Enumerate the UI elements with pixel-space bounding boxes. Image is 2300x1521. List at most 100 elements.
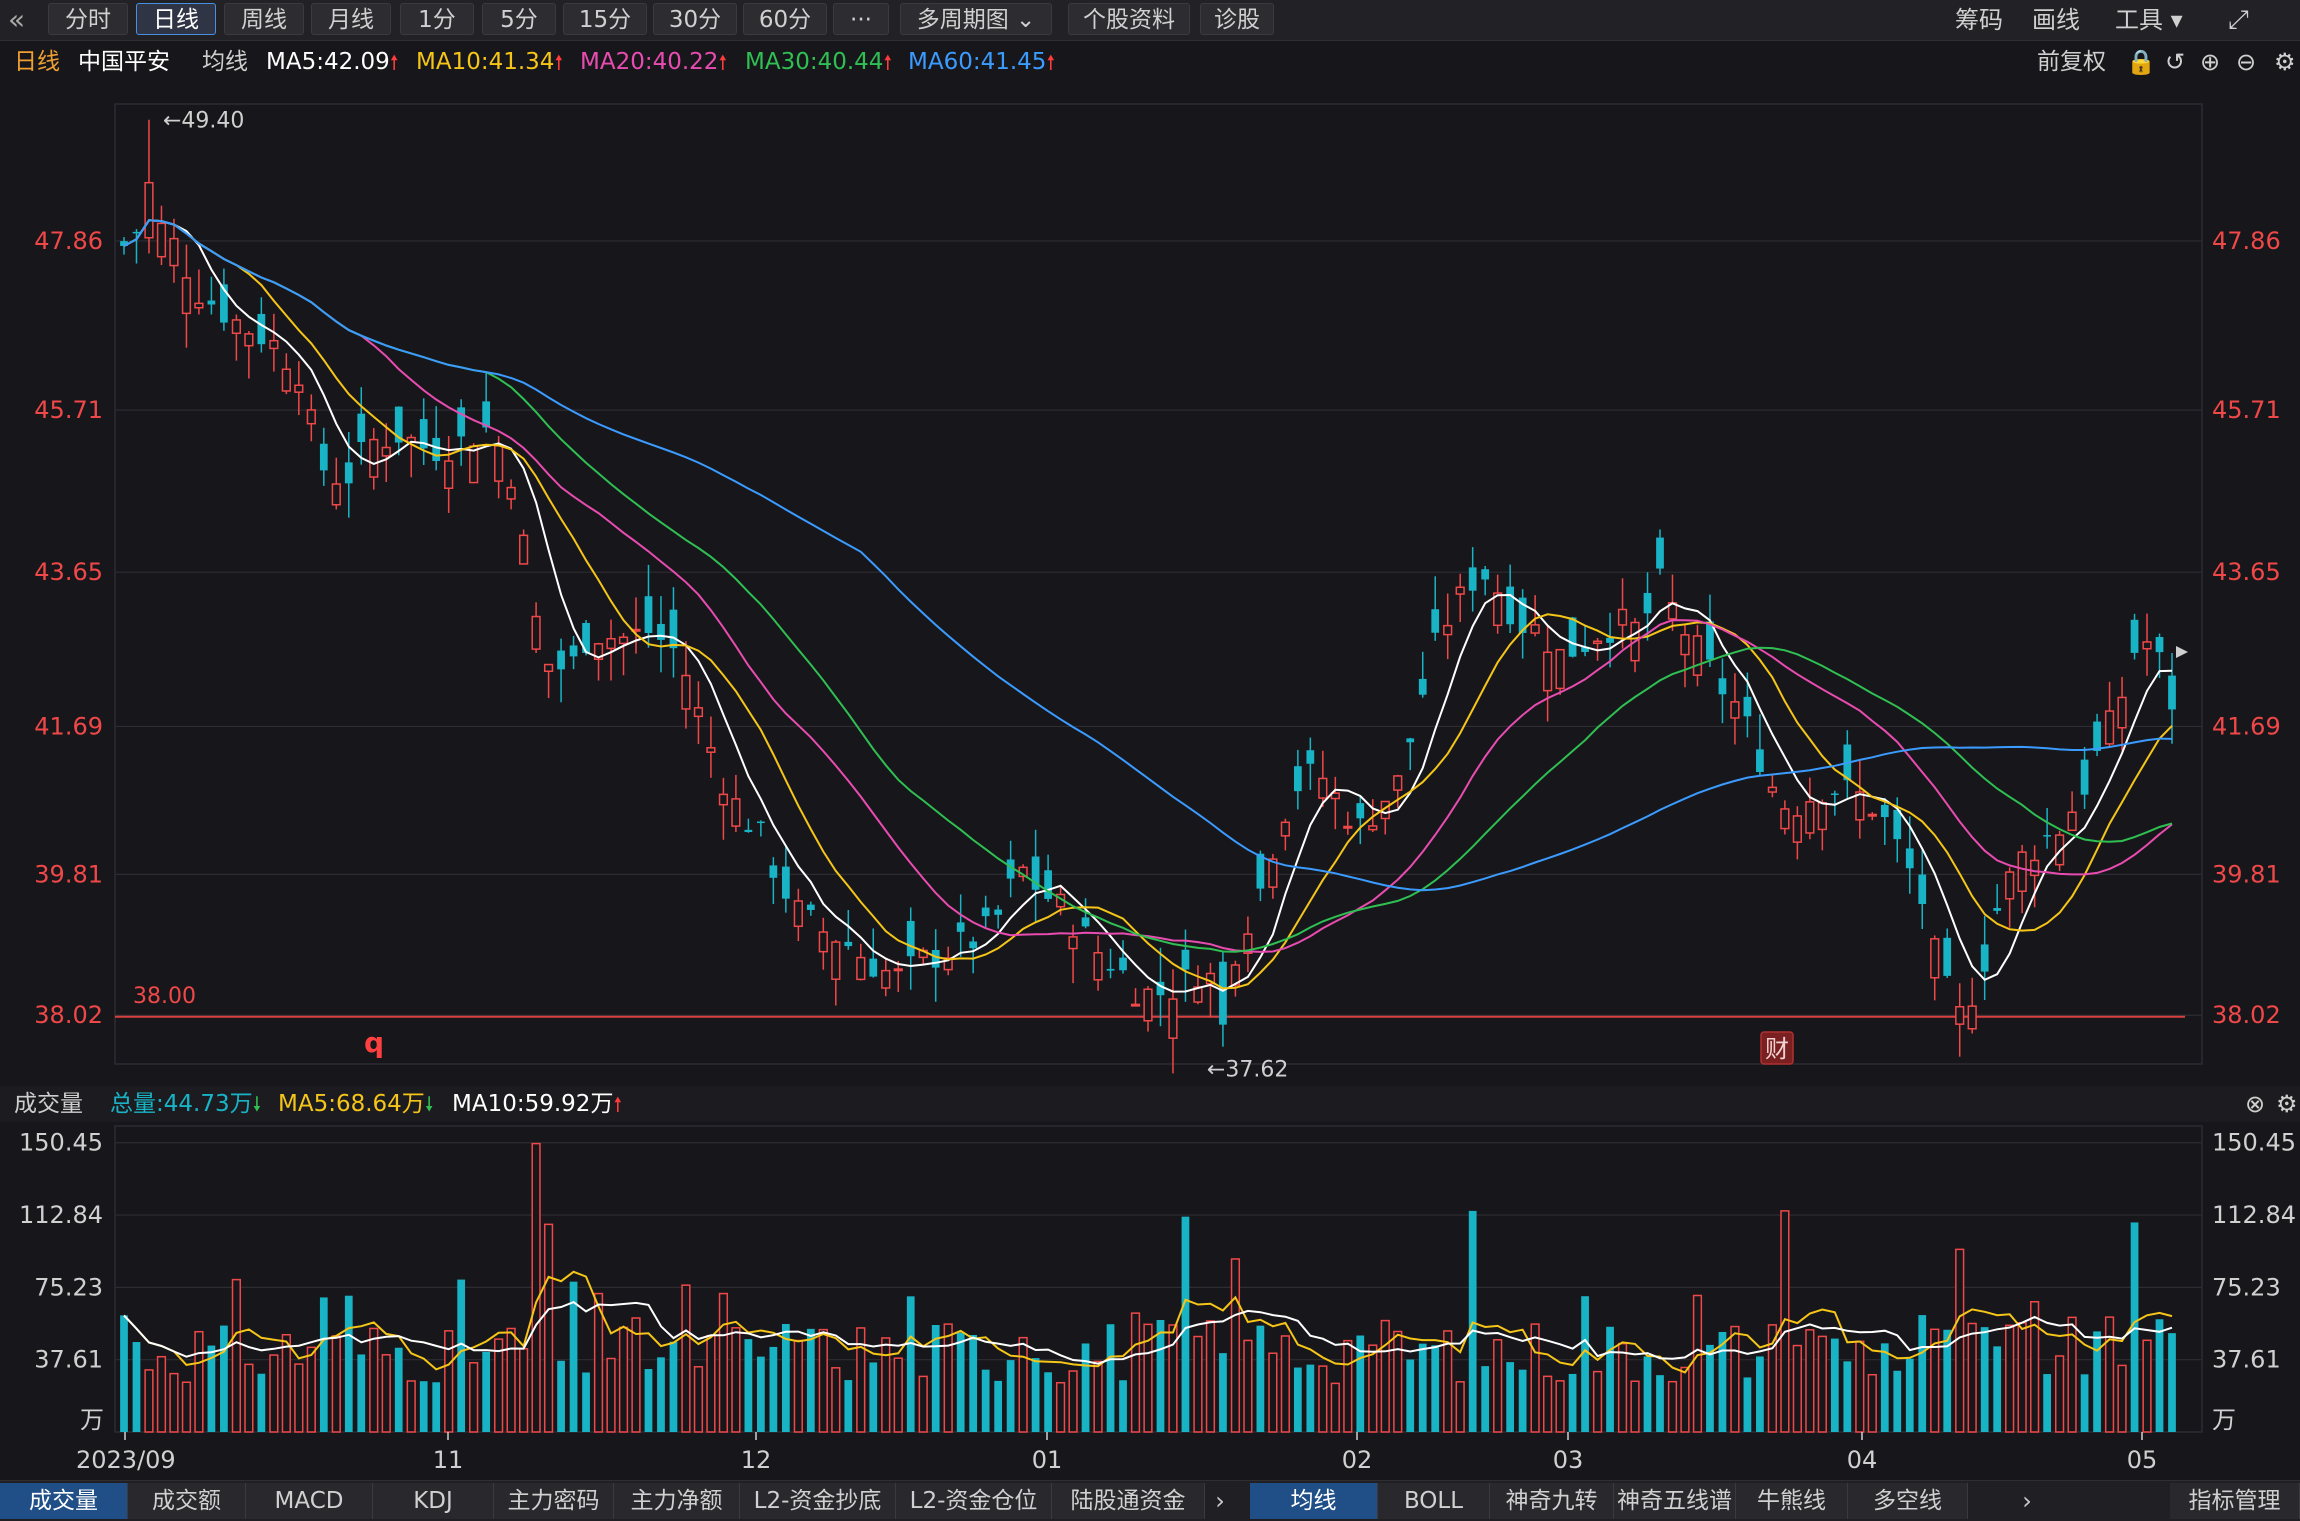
candle-body bbox=[419, 419, 428, 449]
candle-body bbox=[1330, 792, 1340, 800]
y-tick-right: 38.02 bbox=[2212, 1001, 2281, 1029]
tab-left-0[interactable]: 成交量 bbox=[0, 1483, 128, 1519]
tab-right-0[interactable]: 均线 bbox=[1250, 1483, 1378, 1519]
tabs-right-scroll-icon[interactable]: › bbox=[2022, 1487, 2032, 1515]
volume-bar bbox=[981, 1369, 990, 1432]
volume-bar bbox=[669, 1341, 678, 1432]
toolbar-item-1[interactable]: 日线 bbox=[136, 3, 216, 35]
toolbar-item-0[interactable]: 分时 bbox=[48, 3, 128, 35]
adjust-mode[interactable]: 前复权 bbox=[2037, 49, 2106, 75]
y-tick-left: 41.69 bbox=[34, 712, 103, 740]
volume-bar bbox=[918, 1375, 928, 1433]
toolbar-item-8[interactable]: 60分 bbox=[743, 3, 827, 35]
volume-bar bbox=[2080, 1374, 2089, 1432]
y-tick-left: 47.86 bbox=[34, 227, 103, 255]
indicator-manage-button[interactable]: 指标管理 bbox=[2170, 1483, 2300, 1519]
toolbar-item-6[interactable]: 15分 bbox=[563, 3, 647, 35]
event-marker-q: q bbox=[364, 1026, 384, 1059]
candle-body bbox=[432, 437, 441, 461]
toolbar-item-10[interactable]: 多周期图 ⌄ bbox=[900, 3, 1052, 35]
settings-icon[interactable]: ⚙ bbox=[2274, 48, 2296, 76]
toolbar-item-3[interactable]: 月线 bbox=[311, 3, 391, 35]
tab-left-5[interactable]: 主力净额 bbox=[614, 1483, 740, 1519]
candle-body bbox=[2067, 811, 2077, 832]
candle-body bbox=[2117, 696, 2127, 729]
double-chevron-left-icon[interactable]: « bbox=[8, 3, 26, 36]
volume-bar bbox=[1718, 1331, 1727, 1432]
volume-bar bbox=[120, 1315, 128, 1432]
volume-bar bbox=[1031, 1358, 1040, 1432]
y-tick-right: 39.81 bbox=[2212, 860, 2281, 888]
candle-body bbox=[1219, 961, 1227, 1025]
lock-icon[interactable]: 🔒 bbox=[2126, 48, 2156, 76]
candle-body bbox=[718, 793, 729, 806]
volume-bar bbox=[582, 1372, 590, 1432]
toolbar-item-9[interactable]: ··· bbox=[833, 3, 889, 35]
volume-bar bbox=[1431, 1345, 1440, 1432]
zoom-out-icon[interactable]: ⊖ bbox=[2236, 48, 2257, 76]
candle-body bbox=[1617, 608, 1628, 626]
tab-left-2[interactable]: MACD bbox=[246, 1483, 373, 1519]
undo-icon[interactable]: ↺ bbox=[2165, 48, 2186, 76]
toolbar-item-5[interactable]: 5分 bbox=[482, 3, 556, 35]
volume-bar bbox=[1680, 1366, 1690, 1433]
tab-left-3[interactable]: KDJ bbox=[373, 1483, 494, 1519]
toolbar-item-7[interactable]: 30分 bbox=[653, 3, 737, 35]
volume-bar bbox=[1230, 1258, 1241, 1433]
volume-bar bbox=[1268, 1352, 1278, 1433]
volume-bar bbox=[1581, 1296, 1589, 1432]
tools-menu[interactable]: 工具 ▾ bbox=[2115, 6, 2183, 34]
volume-bar bbox=[1617, 1342, 1628, 1433]
tab-left-6[interactable]: L2-资金抄底 bbox=[740, 1483, 896, 1519]
candle-body bbox=[1406, 738, 1415, 743]
fullscreen-icon[interactable]: ⤢ bbox=[2228, 5, 2249, 35]
tab-right-3[interactable]: 神奇五线谱 bbox=[1614, 1483, 1736, 1519]
volume-bar bbox=[1356, 1335, 1365, 1432]
volume-bar bbox=[781, 1324, 790, 1432]
volume-bar bbox=[1792, 1344, 1802, 1433]
chip-button[interactable]: 筹码 bbox=[1955, 6, 2003, 34]
draw-line-button[interactable]: 画线 bbox=[2032, 6, 2080, 34]
volume-bar bbox=[657, 1357, 665, 1432]
tab-left-8[interactable]: 陆股通资金 bbox=[1052, 1483, 1205, 1519]
toolbar-item-12[interactable]: 诊股 bbox=[1200, 3, 1274, 35]
toolbar-item-2[interactable]: 周线 bbox=[224, 3, 304, 35]
volume-bar bbox=[231, 1278, 242, 1433]
candle-body bbox=[593, 643, 604, 660]
toolbar-item-11[interactable]: 个股资料 bbox=[1068, 3, 1190, 35]
candle-body bbox=[494, 445, 504, 482]
candle-body bbox=[1168, 998, 1178, 1039]
tab-left-1[interactable]: 成交额 bbox=[128, 1483, 246, 1519]
volume-bar bbox=[169, 1372, 179, 1433]
volume-bar bbox=[306, 1346, 316, 1433]
tab-left-4[interactable]: 主力密码 bbox=[494, 1483, 614, 1519]
candle-body bbox=[1743, 696, 1752, 717]
candle-body bbox=[981, 907, 990, 917]
volume-bar bbox=[1893, 1370, 1902, 1432]
ma30-value: MA30:40.44🠕 bbox=[745, 49, 893, 75]
stock-name[interactable]: 中国平安 bbox=[78, 49, 170, 75]
zoom-in-icon[interactable]: ⊕ bbox=[2200, 48, 2221, 76]
volume-bar bbox=[1943, 1329, 1952, 1432]
candle-body bbox=[693, 707, 704, 718]
x-tick-label: 04 bbox=[1847, 1446, 1878, 1474]
tab-right-5[interactable]: 多空线 bbox=[1848, 1483, 1968, 1519]
volume-bar bbox=[2005, 1324, 2015, 1433]
candle-body bbox=[1606, 637, 1614, 643]
tab-right-2[interactable]: 神奇九转 bbox=[1490, 1483, 1614, 1519]
volume-bar bbox=[432, 1382, 441, 1432]
toolbar-item-4[interactable]: 1分 bbox=[400, 3, 474, 35]
tab-right-4[interactable]: 牛熊线 bbox=[1736, 1483, 1848, 1519]
tab-right-1[interactable]: BOLL bbox=[1378, 1483, 1490, 1519]
kline-chart[interactable]: 47.86 47.86 45.71 45.71 43.65 43.65 41.69 41.69… bbox=[0, 0, 2300, 1480]
volume-bar bbox=[1493, 1339, 1503, 1433]
candle-body bbox=[518, 534, 529, 565]
candle-body bbox=[1893, 809, 1902, 840]
volume-settings-icon[interactable]: ⚙ bbox=[2276, 1090, 2298, 1118]
tab-left-7[interactable]: L2-资金仓位 bbox=[896, 1483, 1052, 1519]
candle-body bbox=[1955, 1006, 1965, 1025]
close-icon[interactable]: ⊗ bbox=[2245, 1090, 2266, 1118]
volume-bar bbox=[881, 1337, 891, 1433]
candle-body bbox=[1967, 1005, 1977, 1030]
tabs-scroll-right-icon[interactable]: › bbox=[1215, 1487, 1225, 1515]
